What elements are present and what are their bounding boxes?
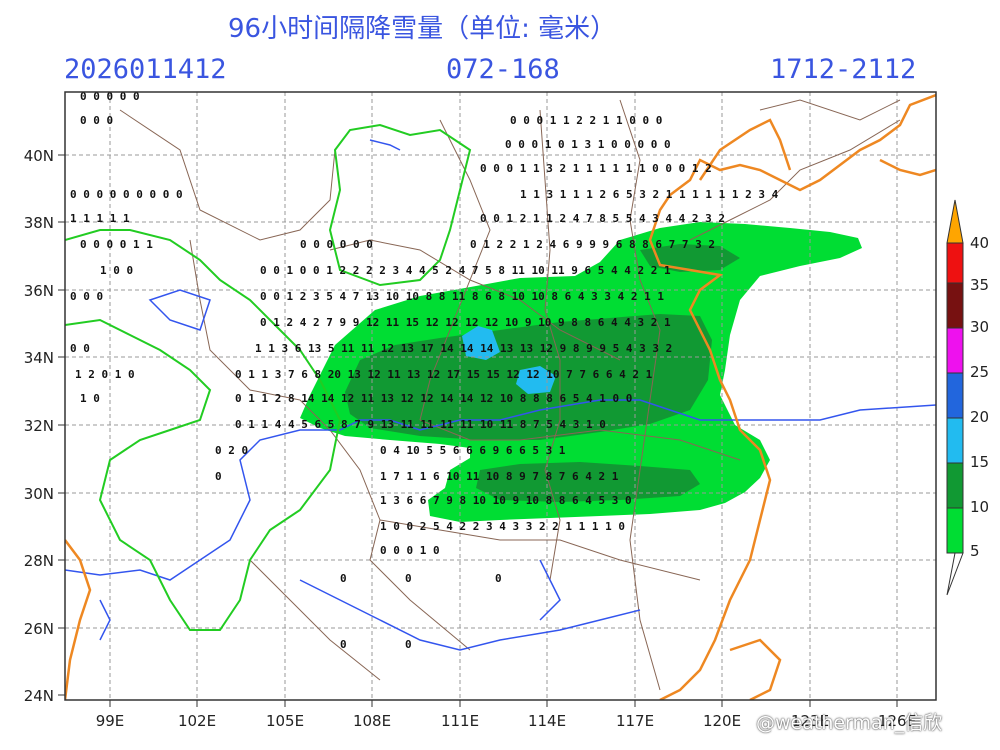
- lon-label: 120E: [703, 712, 741, 730]
- svg-text:0 1 2 4 2 7 9 9 12 11 15 12 12: 0 1 2 4 2 7 9 9 12 11 15 12 12 12 12 10 …: [260, 316, 671, 329]
- colorbar-label: 20: [970, 408, 989, 426]
- plateau-outline: [65, 123, 472, 631]
- lat-label: 24N: [24, 687, 54, 705]
- grid-lines: [65, 92, 936, 700]
- colorbar-segment-5-10: [946, 507, 964, 554]
- colorbar-segment-below-5: [946, 552, 964, 596]
- lon-label: 114E: [528, 712, 566, 730]
- lon-label: 123E: [791, 712, 829, 730]
- svg-text:0 0 1 2 1 1 2 4 7 8 5 5 4 3 4: 0 0 1 2 1 1 2 4 7 8 5 5 4 3 4 4 2 3 2: [480, 212, 725, 225]
- snow-area-15-20: [462, 326, 500, 360]
- colorbar-label: 30: [970, 318, 989, 336]
- svg-text:1 0 0 2 5 4 2 2 3 4 3 3 2 2 1: 1 0 0 2 5 4 2 2 3 4 3 3 2 2 1 1 1 1 0: [380, 520, 625, 533]
- svg-text:0: 0: [215, 470, 222, 483]
- svg-text:0: 0: [340, 572, 347, 585]
- lon-label: 108E: [353, 712, 391, 730]
- lon-label: 117E: [616, 712, 654, 730]
- svg-text:0: 0: [495, 572, 502, 585]
- model-run-time: 2026011412: [64, 54, 227, 85]
- svg-text:0 0 0 1 1 2 2 1 1 0 0 0: 0 0 0 1 1 2 2 1 1 0 0 0: [510, 114, 662, 127]
- svg-text:0 0: 0 0: [70, 342, 90, 355]
- lon-label: 126E: [878, 712, 916, 730]
- snow-area-15-20: [516, 366, 556, 394]
- lon-label: 102E: [178, 712, 216, 730]
- colorbar-label: 35: [970, 276, 989, 294]
- lat-label: 36N: [24, 282, 54, 300]
- lat-label: 34N: [24, 349, 54, 367]
- colorbar-segment-above-40: [946, 199, 964, 244]
- lat-label: 28N: [24, 552, 54, 570]
- coastline: [65, 93, 936, 700]
- colorbar-segment-10-15: [946, 462, 964, 509]
- lat-label: 32N: [24, 417, 54, 435]
- map-frame: [64, 91, 937, 701]
- lat-label: 38N: [24, 214, 54, 232]
- axis-ticks: [58, 154, 898, 707]
- colorbar-segment-35-40: [946, 242, 964, 284]
- svg-text:1 7 1 1 6 10 11 10 8 9 7 8 7 6: 1 7 1 1 6 10 11 10 8 9 7 8 7 6 4 2 1: [380, 470, 619, 483]
- svg-text:1 1 3 1 1 1 2 6 5 3 2 1 1 1 1: 1 1 3 1 1 1 2 6 5 3 2 1 1 1 1 1 1 2 3 4: [520, 188, 779, 201]
- svg-text:0 0 0 0 0: 0 0 0 0 0: [80, 90, 140, 103]
- svg-text:0: 0: [405, 572, 412, 585]
- svg-text:0 0 1 2 3 5 4 7 13 10 10 8 8 1: 0 0 1 2 3 5 4 7 13 10 10 8 8 11 8 6 8 10…: [260, 290, 664, 303]
- svg-text:0 0 0 1 0 1 3 1 0 0 0 0 0: 0 0 0 1 0 1 3 1 0 0 0 0 0: [505, 138, 671, 151]
- watermark: @weatherman_信欣: [756, 712, 943, 734]
- colorbar: [946, 199, 964, 596]
- svg-text:0 0 0 0 1 1: 0 0 0 0 1 1: [80, 238, 153, 251]
- svg-text:0 1 1 3 7 6 8 20 13 12 11 13 1: 0 1 1 3 7 6 8 20 13 12 11 13 12 17 15 15…: [235, 368, 653, 381]
- svg-text:0: 0: [340, 638, 347, 651]
- colorbar-label: 25: [970, 363, 989, 381]
- rivers: [65, 139, 936, 651]
- svg-text:0 0 0 0 0 0 0 0 0: 0 0 0 0 0 0 0 0 0: [70, 188, 183, 201]
- svg-text:0 2 0: 0 2 0: [215, 444, 248, 457]
- valid-time-range: 1712-2112: [770, 54, 917, 85]
- colorbar-segment-30-35: [946, 282, 964, 329]
- grid-values: 0 0 0 0 0 0 0 0 0 0 0 1 1 2 2 1 1 0 0 0 …: [70, 90, 779, 651]
- svg-text:0 0 0 1 1 3 2 1 1 1 1 1 1 0 0: 0 0 0 1 1 3 2 1 1 1 1 1 1 0 0 0 1 2: [480, 162, 712, 175]
- colorbar-label: 15: [970, 453, 989, 471]
- svg-text:1 0 0: 1 0 0: [100, 264, 133, 277]
- svg-text:1 0: 1 0: [80, 392, 100, 405]
- snow-area-10-15: [476, 462, 700, 502]
- lon-label: 105E: [266, 712, 304, 730]
- svg-text:0 0 0 1 0: 0 0 0 1 0: [380, 544, 440, 557]
- svg-text:1 2 0 1 0: 1 2 0 1 0: [75, 368, 135, 381]
- svg-text:1 1 1 1 1: 1 1 1 1 1: [70, 212, 130, 225]
- svg-text:0 4 10 5 5 6 6 6 9 6 6 5 3 1: 0 4 10 5 5 6 6 6 9 6 6 5 3 1: [380, 444, 566, 457]
- svg-text:0 1 1 2 8 14 14 12 11 13 12 12: 0 1 1 2 8 14 14 12 11 13 12 12 14 14 12 …: [235, 392, 632, 405]
- colorbar-label: 40: [970, 234, 989, 252]
- svg-text:0 0 0 0 0 0: 0 0 0 0 0 0: [300, 238, 373, 251]
- svg-text:1 3 6 6 7 9 8 10 10 9 10 8 8 6: 1 3 6 6 7 9 8 10 10 9 10 8 8 6 4 5 3 0: [380, 494, 632, 507]
- lon-label: 99E: [96, 712, 125, 730]
- colorbar-segment-15-20: [946, 417, 964, 464]
- colorbar-segment-25-30: [946, 327, 964, 374]
- lat-label: 40N: [24, 147, 54, 165]
- svg-text:1 1 3 6 13 5 11 11 12 13 17 14: 1 1 3 6 13 5 11 11 12 13 17 14 14 14 13 …: [255, 342, 672, 355]
- colorbar-label: 10: [970, 498, 989, 516]
- lat-label: 30N: [24, 485, 54, 503]
- svg-text:0: 0: [405, 638, 412, 651]
- forecast-hour-range: 072-168: [446, 54, 560, 85]
- lon-label: 111E: [441, 712, 479, 730]
- svg-text:0 0 0: 0 0 0: [80, 114, 113, 127]
- svg-text:0 0 1 0 0 1 2 2 2 2 3 4 4 5 2: 0 0 1 0 0 1 2 2 2 2 3 4 4 5 2 4 7 5 8 11…: [260, 264, 671, 277]
- map-title: 96小时间隔降雪量（单位: 毫米）: [228, 14, 617, 44]
- colorbar-segment-20-25: [946, 372, 964, 419]
- svg-text:0 1 2 2 1 2 4 6 9 9 9 6 8 8 6: 0 1 2 2 1 2 4 6 9 9 9 6 8 8 6 7 7 3 2: [470, 238, 715, 251]
- colorbar-label: 5: [970, 542, 980, 560]
- lat-label: 26N: [24, 620, 54, 638]
- colorbar-labels: 5 10 15 20 25 30 35 40: [970, 234, 989, 560]
- svg-text:0 1 1 4 4 5 6 5 8 7 9 13 11 11: 0 1 1 4 4 5 6 5 8 7 9 13 11 11 11 11 10 …: [235, 418, 606, 431]
- svg-text:0 0 0: 0 0 0: [70, 290, 103, 303]
